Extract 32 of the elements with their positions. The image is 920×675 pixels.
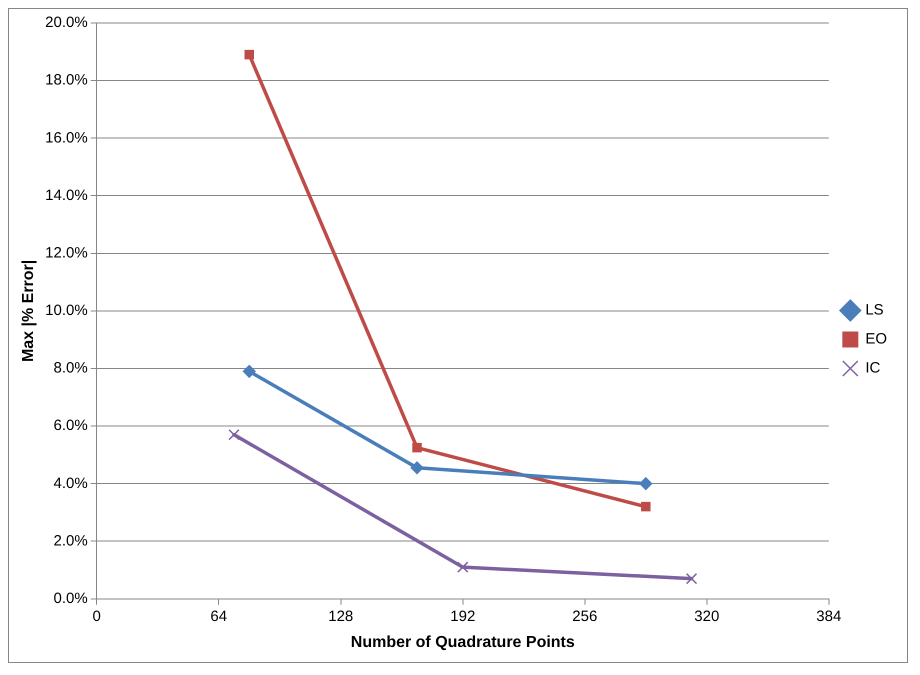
x-tick-label: 0 — [92, 608, 101, 625]
point — [457, 561, 468, 573]
point — [244, 50, 254, 60]
legend-label: EO — [865, 330, 888, 348]
y-tick-label: 18.0% — [45, 72, 88, 89]
y-tick-label: 0.0% — [54, 590, 88, 607]
point — [641, 502, 651, 512]
legend-label: LS — [865, 302, 884, 319]
y-tick-label: 20.0% — [45, 14, 88, 32]
x-tick-label: 192 — [450, 608, 476, 625]
legend-label: IC — [865, 360, 880, 377]
y-axis-title: Max |% Error| — [20, 260, 38, 362]
y-tick-label: 4.0% — [54, 474, 88, 492]
x-axis-title: Number of Quadrature Points — [350, 634, 575, 651]
point — [639, 477, 652, 490]
y-tick-label: 16.0% — [45, 129, 88, 146]
y-tick-label: 2.0% — [54, 532, 88, 550]
y-tick-label: 8.0% — [54, 360, 88, 377]
y-tick-label: 10.0% — [45, 302, 88, 320]
x-tick-label: 128 — [328, 608, 354, 625]
y-tick-label: 14.0% — [45, 186, 88, 204]
point — [228, 429, 240, 440]
point — [242, 364, 256, 378]
x-tick-label: 384 — [816, 608, 842, 625]
y-tick-label: 12.0% — [45, 244, 88, 262]
point — [686, 572, 698, 584]
x-tick-label: 64 — [210, 608, 228, 625]
y-tick-label: 6.0% — [54, 417, 88, 434]
x-tick-label: 320 — [694, 608, 720, 625]
x-tick-label: 256 — [572, 608, 598, 625]
point — [410, 461, 424, 474]
point — [412, 442, 422, 452]
